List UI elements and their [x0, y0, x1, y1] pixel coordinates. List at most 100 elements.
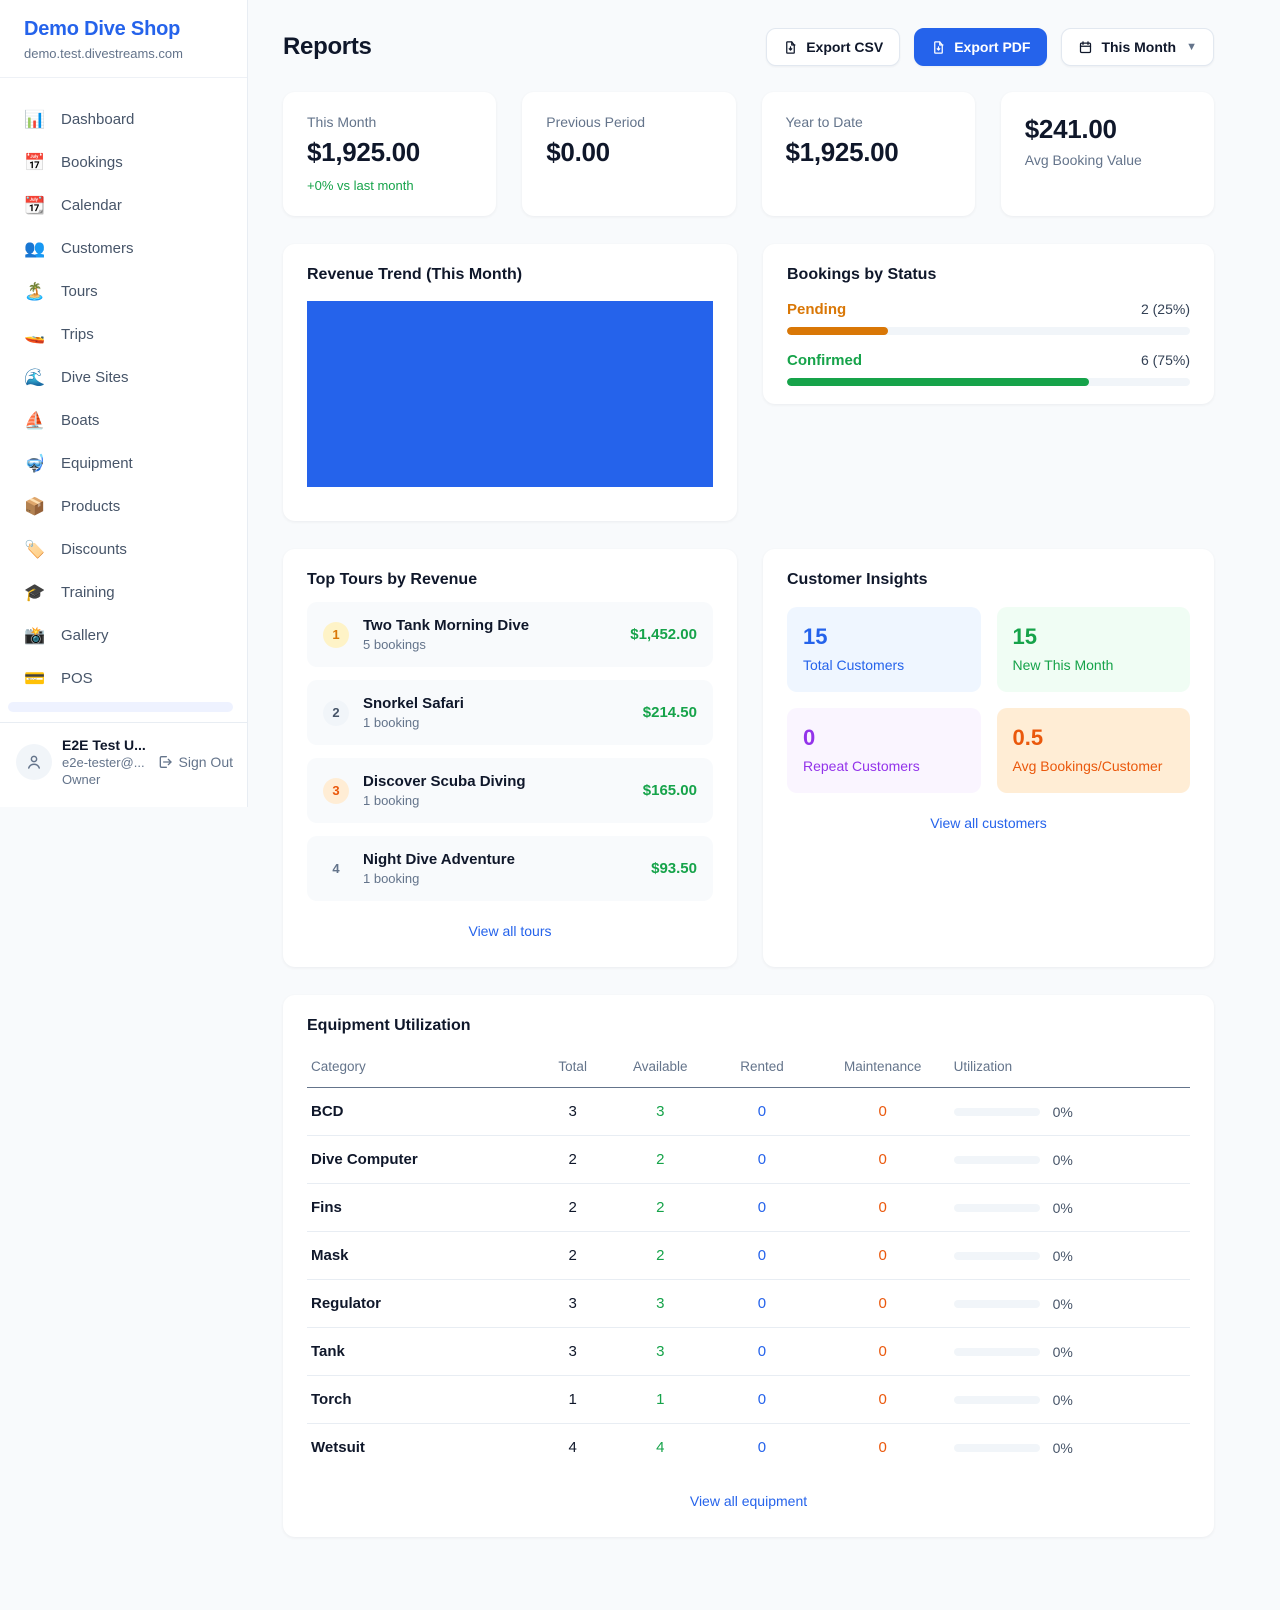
tile-label: Repeat Customers [803, 758, 920, 774]
user-footer: E2E Test U... e2e-tester@... Owner Sign … [0, 722, 247, 793]
utilization-pct: 0% [1052, 1295, 1073, 1312]
rank-badge: 4 [332, 861, 340, 876]
stat-label: Year to Date [785, 114, 863, 130]
sidebar-item-label: Equipment [61, 455, 133, 472]
stat-value: $0.00 [546, 137, 610, 167]
utilization-pct: 0% [1052, 1343, 1073, 1360]
status-row-confirmed: Confirmed 6 (75%) [787, 352, 1190, 386]
sidebar-item-dashboard[interactable]: 📊 Dashboard [24, 98, 235, 141]
sidebar-item-boats[interactable]: ⛵ Boats [24, 399, 235, 442]
insights-grid: 15 Total Customers 15 New This Month 0 R… [787, 607, 1190, 793]
sidebar-nav: 📊 Dashboard 📅 Bookings 📆 Calendar 👥 Cust… [0, 78, 247, 700]
cell-rented: 0 [708, 1327, 816, 1376]
cell-utilization: 0% [949, 1327, 1190, 1376]
view-all-customers-link[interactable]: View all customers [930, 815, 1047, 831]
cell-category: Dive Computer [307, 1135, 533, 1184]
sidebar-item-products[interactable]: 📦 Products [24, 485, 235, 528]
export-pdf-button[interactable]: Export PDF [914, 28, 1048, 66]
cell-rented: 0 [708, 1183, 816, 1232]
cell-utilization: 0% [949, 1231, 1190, 1280]
rank-badge: 1 [323, 621, 349, 648]
utilization-pct: 0% [1052, 1199, 1073, 1216]
sidebar-item-label: Trips [61, 326, 94, 343]
tile-avg-bookings-customer: 0.5 Avg Bookings/Customer [996, 708, 1190, 793]
training-icon: 🎓 [24, 582, 46, 602]
tile-value: 0.5 [1012, 725, 1044, 750]
cell-total: 2 [532, 1231, 613, 1280]
sidebar-item-training[interactable]: 🎓 Training [24, 571, 235, 614]
shop-header: Demo Dive Shop demo.test.divestreams.com [0, 0, 247, 78]
table-row: Fins 2 2 0 0 0% [307, 1183, 1190, 1232]
tile-repeat-customers: 0 Repeat Customers [787, 708, 981, 793]
page-header: Reports Export CSV Export PDF This Month… [283, 28, 1214, 66]
sidebar-item-dive-sites[interactable]: 🌊 Dive Sites [24, 356, 235, 399]
tour-revenue: $214.50 [642, 704, 697, 721]
cell-available: 3 [612, 1087, 709, 1136]
sidebar-item-label: Bookings [61, 154, 123, 171]
export-csv-button[interactable]: Export CSV [766, 28, 901, 66]
sign-out-icon [159, 756, 172, 768]
cell-total: 3 [532, 1087, 613, 1136]
cell-rented: 0 [708, 1375, 816, 1424]
sidebar-item-label: Products [61, 498, 121, 515]
cell-available: 3 [612, 1279, 709, 1328]
sidebar-item-calendar[interactable]: 📆 Calendar [24, 184, 235, 227]
table-row: Tank 3 3 0 0 0% [307, 1327, 1190, 1376]
sidebar-item-customers[interactable]: 👥 Customers [24, 227, 235, 270]
utilization-pct: 0% [1052, 1439, 1073, 1456]
utilization-bar [953, 1107, 1040, 1116]
tile-value: 0 [803, 725, 816, 750]
view-all-equipment-link[interactable]: View all equipment [689, 1493, 808, 1509]
sign-out-button[interactable]: Sign Out [157, 754, 233, 770]
customers-icon: 👥 [24, 238, 46, 258]
view-all-tours-link[interactable]: View all tours [468, 923, 552, 939]
cell-utilization: 0% [949, 1135, 1190, 1184]
tour-revenue: $1,452.00 [630, 626, 697, 643]
bookings-by-status-title: Bookings by Status [787, 266, 937, 283]
cell-maintenance: 0 [878, 1439, 887, 1456]
utilization-pct: 0% [1052, 1151, 1073, 1168]
cell-utilization: 0% [950, 1424, 1190, 1472]
tour-row: 1 Two Tank Morning Dive 5 bookings $1,45… [307, 602, 713, 667]
table-row: Regulator 3 3 0 0 0% [307, 1279, 1190, 1328]
period-select[interactable]: This Month ▼ [1061, 28, 1214, 66]
stat-label: This Month [307, 114, 377, 130]
utilization-bar [953, 1443, 1040, 1452]
tile-value: 15 [803, 624, 828, 649]
sidebar-item-tours[interactable]: 🏝️ Tours [24, 270, 235, 313]
cell-available: 2 [612, 1231, 709, 1280]
sidebar-item-reports-active-partial[interactable] [8, 702, 233, 712]
equipment-utilization-card: Equipment Utilization Category Total Ava… [283, 995, 1214, 1537]
sidebar-item-discounts[interactable]: 🏷️ Discounts [24, 528, 235, 571]
progress-fill-pending [787, 327, 888, 335]
sidebar-item-label: Dive Sites [61, 369, 129, 386]
stat-label: Avg Booking Value [1024, 152, 1142, 168]
user-meta: E2E Test U... e2e-tester@... Owner [62, 737, 146, 787]
cell-total: 3 [532, 1279, 613, 1328]
tile-new-this-month: 15 New This Month [996, 607, 1190, 692]
chevron-down-icon: ▼ [1186, 41, 1197, 53]
revenue-trend-title: Revenue Trend (This Month) [307, 266, 523, 283]
customer-insights-title: Customer Insights [787, 571, 928, 588]
sidebar-item-equipment[interactable]: 🤿 Equipment [24, 442, 235, 485]
cell-total: 3 [532, 1327, 613, 1376]
tile-label: Total Customers [803, 657, 905, 673]
sidebar-item-pos[interactable]: 💳 POS [24, 657, 235, 700]
cell-utilization: 0% [949, 1183, 1190, 1232]
cell-utilization: 0% [949, 1279, 1190, 1328]
sidebar-item-label: Dashboard [61, 111, 135, 128]
equipment-utilization-title: Equipment Utilization [307, 1017, 471, 1034]
stat-value: $1,925.00 [307, 137, 420, 167]
cell-total: 4 [568, 1439, 577, 1456]
sidebar-item-bookings[interactable]: 📅 Bookings [24, 141, 235, 184]
dive-sites-icon: 🌊 [24, 367, 46, 387]
cell-utilization: 0% [949, 1375, 1190, 1424]
export-csv-label: Export CSV [806, 39, 884, 55]
cell-rented: 0 [708, 1279, 816, 1328]
pos-icon: 💳 [24, 668, 46, 688]
cell-maintenance: 0 [815, 1279, 950, 1328]
cell-category: BCD [307, 1087, 533, 1136]
sidebar-item-trips[interactable]: 🚤 Trips [24, 313, 235, 356]
tile-label: Avg Bookings/Customer [1012, 758, 1163, 774]
sidebar-item-gallery[interactable]: 📸 Gallery [24, 614, 235, 657]
